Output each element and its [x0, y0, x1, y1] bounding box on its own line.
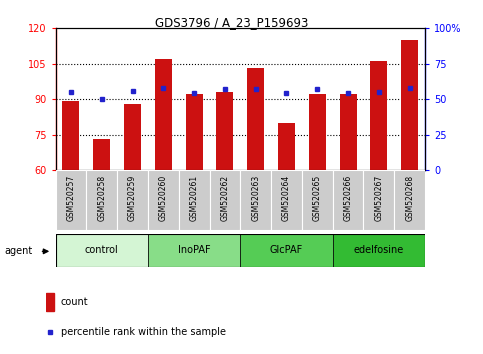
Bar: [394, 170, 425, 230]
Bar: [401, 40, 418, 312]
Bar: [56, 170, 86, 230]
Text: percentile rank within the sample: percentile rank within the sample: [61, 327, 226, 337]
Text: InoPAF: InoPAF: [178, 245, 211, 256]
Bar: [62, 102, 79, 312]
Bar: [340, 95, 356, 312]
Text: GSM520261: GSM520261: [190, 175, 199, 221]
Text: GSM520267: GSM520267: [374, 175, 384, 221]
Text: GSM520260: GSM520260: [159, 175, 168, 221]
Text: GSM520268: GSM520268: [405, 175, 414, 221]
Bar: [155, 59, 172, 312]
Bar: [210, 170, 240, 230]
Text: GDS3796 / A_23_P159693: GDS3796 / A_23_P159693: [155, 16, 309, 29]
Text: count: count: [61, 297, 88, 307]
Bar: [333, 234, 425, 267]
Bar: [56, 234, 148, 267]
Bar: [179, 170, 210, 230]
Bar: [309, 95, 326, 312]
Bar: [278, 123, 295, 312]
Bar: [333, 170, 364, 230]
Bar: [148, 170, 179, 230]
Text: GSM520257: GSM520257: [67, 175, 75, 221]
Text: GlcPAF: GlcPAF: [270, 245, 303, 256]
Bar: [364, 170, 394, 230]
Text: control: control: [85, 245, 119, 256]
Text: GSM520266: GSM520266: [343, 175, 353, 221]
Bar: [216, 92, 233, 312]
Bar: [117, 170, 148, 230]
Bar: [370, 61, 387, 312]
Text: GSM520258: GSM520258: [97, 175, 106, 221]
Bar: [240, 234, 333, 267]
Text: agent: agent: [5, 246, 33, 256]
Bar: [93, 139, 110, 312]
Bar: [302, 170, 333, 230]
Bar: [185, 95, 202, 312]
Text: GSM520259: GSM520259: [128, 175, 137, 221]
Bar: [86, 170, 117, 230]
Text: GSM520265: GSM520265: [313, 175, 322, 221]
Text: GSM520263: GSM520263: [251, 175, 260, 221]
Text: edelfosine: edelfosine: [354, 245, 404, 256]
Text: GSM520262: GSM520262: [220, 175, 229, 221]
Bar: [46, 293, 55, 311]
Bar: [124, 104, 141, 312]
Bar: [271, 170, 302, 230]
Bar: [148, 234, 241, 267]
Bar: [240, 170, 271, 230]
Text: GSM520264: GSM520264: [282, 175, 291, 221]
Bar: [247, 68, 264, 312]
